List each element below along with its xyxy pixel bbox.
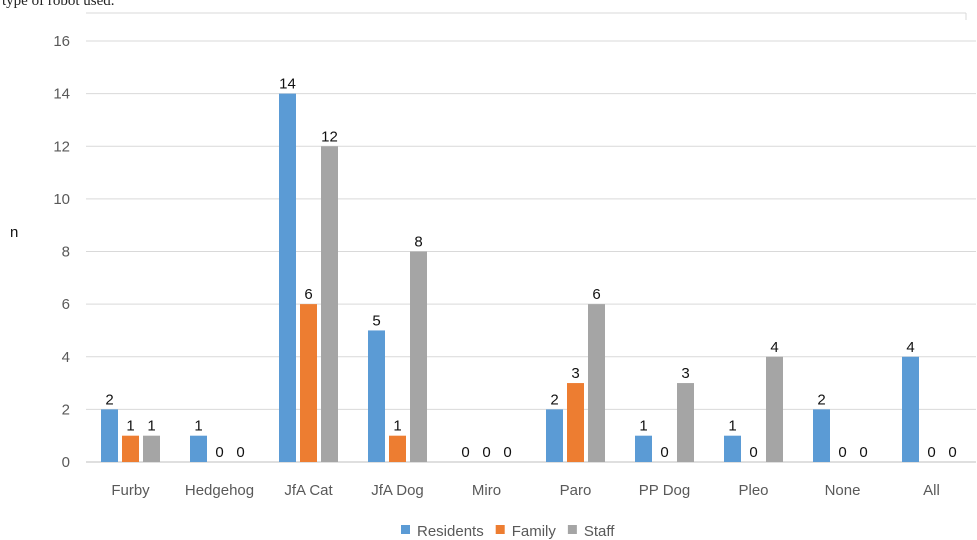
legend-label: Staff <box>584 523 615 540</box>
gridlines <box>86 41 976 462</box>
category-label: Pleo <box>738 482 768 499</box>
data-label: 1 <box>147 418 155 435</box>
data-label: 4 <box>906 339 914 356</box>
bar-staff <box>410 252 427 463</box>
data-label: 3 <box>571 365 579 382</box>
y-tick-label: 16 <box>53 33 70 50</box>
y-tick-label: 14 <box>53 86 70 103</box>
data-label: 14 <box>279 76 296 93</box>
category-label: Furby <box>111 482 150 499</box>
legend-swatch <box>401 525 410 534</box>
y-tick-label: 10 <box>53 191 70 208</box>
x-axis-categories: Furby Hedgehog JfA Cat JfA Dog Miro Paro PP Do… <box>111 482 940 499</box>
data-label: 0 <box>461 444 469 461</box>
data-label: 8 <box>414 234 422 251</box>
bar-residents <box>813 409 830 462</box>
data-label: 0 <box>927 444 935 461</box>
data-label: 0 <box>236 444 244 461</box>
y-tick-label: 6 <box>62 296 70 313</box>
data-label: 1 <box>194 418 202 435</box>
bar-residents <box>724 436 741 462</box>
y-tick-label: 8 <box>62 244 70 261</box>
data-label: 1 <box>639 418 647 435</box>
category-label: Miro <box>472 482 501 499</box>
bar-staff <box>677 383 694 462</box>
data-label: 0 <box>749 444 757 461</box>
bar-residents <box>101 409 118 462</box>
data-label: 0 <box>215 444 223 461</box>
bar-family <box>122 436 139 462</box>
category-label: PP Dog <box>639 482 690 499</box>
data-label: 0 <box>859 444 867 461</box>
bar-staff <box>588 304 605 462</box>
data-label: 0 <box>660 444 668 461</box>
data-label: 6 <box>592 286 600 303</box>
data-label: 4 <box>770 339 778 356</box>
y-tick-label: 12 <box>53 138 70 155</box>
data-label: 1 <box>393 418 401 435</box>
bar-residents <box>279 94 296 462</box>
category-label: All <box>923 482 940 499</box>
legend: Residents Family Staff <box>401 523 615 540</box>
data-label: 0 <box>482 444 490 461</box>
legend-label: Family <box>512 523 557 540</box>
category-label: Hedgehog <box>185 482 254 499</box>
data-label: 0 <box>503 444 511 461</box>
bar-family <box>300 304 317 462</box>
data-label: 6 <box>304 286 312 303</box>
category-label: Paro <box>560 482 592 499</box>
bar-residents <box>190 436 207 462</box>
data-label: 1 <box>126 418 134 435</box>
category-label: JfA Dog <box>371 482 424 499</box>
bar-residents <box>368 330 385 462</box>
data-label: 0 <box>948 444 956 461</box>
data-label: 2 <box>550 391 558 408</box>
data-label: 1 <box>728 418 736 435</box>
bar-family <box>389 436 406 462</box>
bar-staff <box>766 357 783 462</box>
legend-swatch <box>496 525 505 534</box>
bar-staff <box>321 146 338 462</box>
category-label: None <box>825 482 861 499</box>
bar-staff <box>143 436 160 462</box>
bar-residents <box>546 409 563 462</box>
data-label: 3 <box>681 365 689 382</box>
data-label: 12 <box>321 128 338 145</box>
bars <box>101 94 919 462</box>
y-axis-ticks: 0 2 4 6 8 10 12 14 16 <box>53 33 70 471</box>
data-label: 0 <box>838 444 846 461</box>
data-label: 2 <box>817 391 825 408</box>
legend-label: Residents <box>417 523 484 540</box>
y-tick-label: 0 <box>62 454 70 471</box>
bar-residents <box>635 436 652 462</box>
bar-residents <box>902 357 919 462</box>
y-tick-label: 4 <box>62 349 70 366</box>
y-tick-label: 2 <box>62 401 70 418</box>
category-label: JfA Cat <box>284 482 333 499</box>
data-label: 5 <box>372 312 380 329</box>
legend-swatch <box>568 525 577 534</box>
y-axis-label: n <box>10 224 18 241</box>
data-label: 2 <box>105 391 113 408</box>
bar-family <box>567 383 584 462</box>
